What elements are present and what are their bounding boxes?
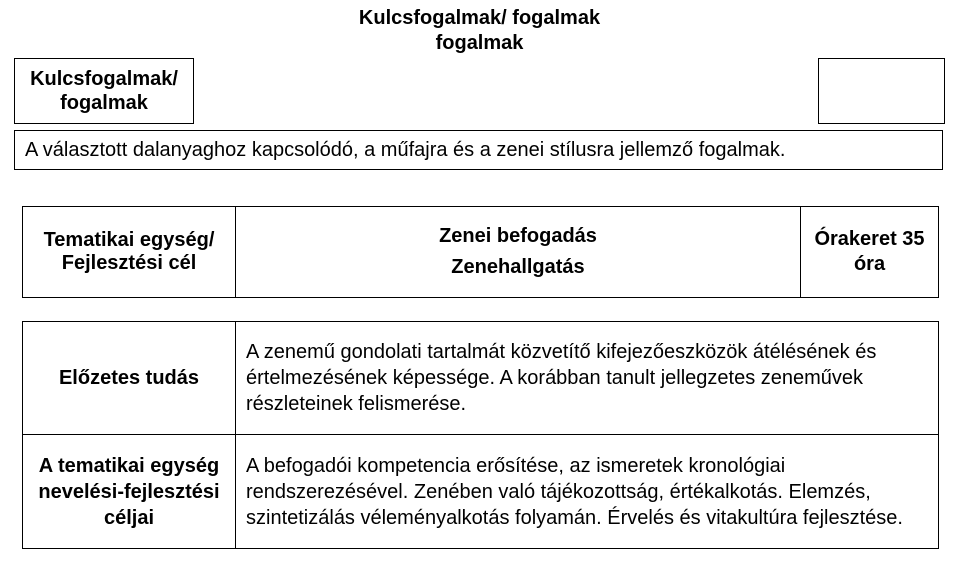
- key-concepts-value: A választott dalanyaghoz kapcsolódó, a m…: [25, 139, 785, 162]
- prior-knowledge-value-cell: A zenemű gondolati tartalmát közvetítő k…: [236, 321, 939, 435]
- goals-label-line2: nevelési-fejlesztési: [38, 479, 219, 505]
- prior-knowledge-label-cell: Előzetes tudás: [22, 321, 236, 435]
- goals-value: A befogadói kompetencia erősítése, az is…: [246, 453, 928, 531]
- key-concepts-label-line1: Kulcsfogalmak/: [30, 67, 178, 91]
- heading-line-1: Kulcsfogalmak/ fogalmak: [359, 6, 600, 31]
- prior-knowledge-value: A zenemű gondolati tartalmát közvetítő k…: [246, 339, 928, 417]
- time-frame-line1: Órakeret 35: [814, 227, 924, 252]
- thematic-unit-label-line2: Fejlesztési cél: [62, 252, 197, 275]
- prior-knowledge-label: Előzetes tudás: [59, 365, 199, 391]
- thematic-unit-label-cell: Tematikai egység/ Fejlesztési cél: [22, 206, 236, 298]
- key-concepts-value-box: A választott dalanyaghoz kapcsolódó, a m…: [14, 130, 943, 170]
- details-table: Előzetes tudás A zenemű gondolati tartal…: [22, 321, 939, 549]
- thematic-header-row: Tematikai egység/ Fejlesztési cél Zenei …: [22, 206, 939, 298]
- goals-label-line1: A tematikai egység: [38, 453, 219, 479]
- page-heading: Kulcsfogalmak/ fogalmak fogalmak: [359, 6, 600, 56]
- heading-line-2: fogalmak: [359, 31, 600, 56]
- thematic-unit-label-line1: Tematikai egység/: [44, 229, 215, 252]
- thematic-unit-title-line2: Zenehallgatás: [451, 256, 584, 279]
- table-row: Előzetes tudás A zenemű gondolati tartal…: [22, 321, 939, 435]
- page-root: Kulcsfogalmak/ fogalmak fogalmak Kulcsfo…: [0, 0, 959, 574]
- empty-header-box: [818, 58, 945, 124]
- goals-value-cell: A befogadói kompetencia erősítése, az is…: [236, 435, 939, 549]
- key-concepts-label-box: Kulcsfogalmak/ fogalmak: [14, 58, 194, 124]
- goals-label-cell: A tematikai egység nevelési-fejlesztési …: [22, 435, 236, 549]
- thematic-unit-title-cell: Zenei befogadás Zenehallgatás: [236, 206, 801, 298]
- goals-label-line3: céljai: [38, 505, 219, 531]
- thematic-unit-title-line1: Zenei befogadás: [439, 225, 597, 248]
- key-concepts-label: Kulcsfogalmak/ fogalmak: [30, 67, 178, 115]
- time-frame-cell: Órakeret 35 óra: [801, 206, 939, 298]
- table-row: A tematikai egység nevelési-fejlesztési …: [22, 435, 939, 549]
- time-frame-line2: óra: [854, 252, 885, 277]
- key-concepts-label-line2: fogalmak: [30, 91, 178, 115]
